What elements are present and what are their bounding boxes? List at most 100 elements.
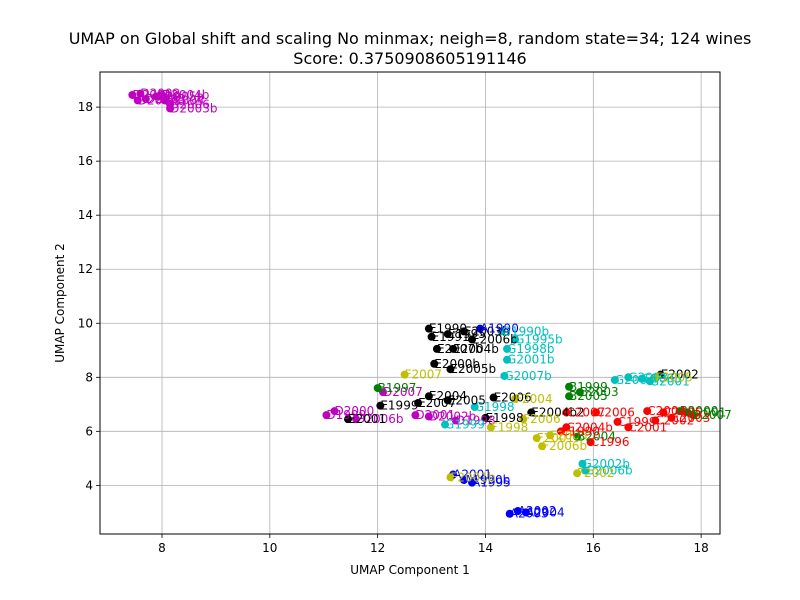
point-label: E2005b (450, 362, 496, 376)
y-tick-label: 10 (78, 316, 93, 330)
point-label: E2005 (448, 393, 486, 407)
scatter-point (481, 413, 490, 422)
scatter-point (565, 382, 574, 391)
scatter-point (500, 371, 509, 380)
chart-subtitle: Score: 0.3750908605191146 (293, 49, 526, 68)
scatter-point (651, 416, 660, 425)
scatter-point (158, 90, 166, 99)
scatter-point (352, 415, 361, 424)
point-label: D2003b (170, 101, 217, 115)
scatter-point (613, 417, 622, 426)
scatter-point (546, 431, 555, 440)
point-label: G2001b (507, 353, 554, 367)
point-label: B1997 (378, 381, 417, 395)
y-tick-label: 6 (85, 424, 93, 438)
x-tick-label: 18 (693, 541, 708, 555)
x-tick-label: 8 (158, 541, 166, 555)
scatter-point (133, 96, 142, 105)
scatter-point (424, 324, 433, 333)
scatter-point (651, 373, 660, 382)
scatter-point (449, 344, 458, 353)
scatter-point (141, 95, 150, 104)
point-label: C1999 (618, 415, 657, 429)
x-axis-label: UMAP Component 1 (350, 563, 470, 577)
point-label: G2006b (585, 464, 632, 478)
point-label: G1999 (445, 418, 485, 432)
scatter-point (128, 90, 137, 99)
scatter-point (659, 408, 668, 417)
point-label: C2004 (647, 404, 686, 418)
scatter-point (538, 442, 547, 451)
scatter-point (527, 408, 536, 417)
scatter-point (486, 423, 495, 432)
scatter-point (624, 373, 633, 382)
scatter-point (513, 507, 522, 516)
point-label: G1998 (475, 400, 515, 414)
scatter-point (521, 508, 530, 517)
scatter-point (503, 344, 512, 353)
point-label: D2004b (162, 88, 209, 102)
scatter-point (459, 475, 468, 484)
point-label: E2006 (494, 391, 532, 405)
chart-title: UMAP on Global shift and scaling No minm… (69, 29, 752, 48)
scatter-point (667, 413, 676, 422)
scatter-point (503, 355, 512, 364)
point-label: C1996 (591, 435, 630, 449)
x-tick-label: 16 (586, 541, 601, 555)
point-label: F2003 (550, 428, 587, 442)
y-tick-label: 16 (78, 154, 93, 168)
point-label: C2002 (655, 414, 694, 428)
scatter-point (443, 330, 452, 339)
point-label: G2004 (615, 373, 655, 387)
point-label: A2004 (526, 505, 565, 519)
point-label: E1990 (429, 322, 467, 336)
point-label: F2002 (577, 466, 614, 480)
scatter-point (497, 327, 506, 336)
y-tick-label: 4 (85, 478, 93, 492)
point-label: E2001 (348, 412, 386, 426)
point-label: E2007b (437, 342, 483, 356)
point-label: E1999 (380, 399, 418, 413)
point-label: D2004 (165, 93, 205, 107)
point-label: C2007 (566, 405, 605, 419)
scatter-point (675, 407, 684, 416)
scatter-point (468, 478, 476, 487)
point-label: C1990 (561, 424, 600, 438)
scatter-point (411, 411, 420, 420)
scatter-point (376, 401, 385, 410)
point-label: E1995 (448, 327, 486, 341)
scatter-point (511, 394, 520, 403)
scatter-point (468, 335, 476, 344)
axis-ticks: 8 10 12 14 16 18 4 6 8 10 12 14 16 18 (78, 100, 709, 555)
scatter-point (414, 398, 423, 407)
point-labels: D2001bD2002D2003D2005bD2004D2006D2007bD2… (132, 87, 731, 521)
point-label: E1991 (432, 330, 470, 344)
scatter-point (592, 408, 600, 417)
scatter-point (166, 104, 175, 113)
scatter-point (432, 344, 441, 353)
scatter-point (400, 370, 409, 379)
x-tick-label: 14 (478, 541, 493, 555)
point-label: G2002b (583, 457, 630, 471)
point-label: F2006 (523, 412, 560, 426)
point-label: G1998b (507, 342, 554, 356)
point-label: F2005 (655, 370, 692, 384)
point-label: C2005 (663, 405, 702, 419)
point-label: G2001 (650, 374, 690, 388)
point-label: D2006b (356, 412, 403, 426)
point-label: E2004b (453, 342, 499, 356)
scatter-point (459, 327, 468, 336)
point-label: A2002 (518, 504, 557, 518)
scatter-point (470, 403, 479, 412)
scatter-point (424, 392, 433, 401)
x-tick-label: 12 (370, 541, 385, 555)
y-tick-label: 12 (78, 262, 93, 276)
point-label: F2007 (405, 368, 442, 382)
scatter-point (430, 359, 439, 368)
scatter-point (573, 469, 582, 478)
point-label: B2007 (693, 408, 732, 422)
scatter-point (427, 332, 436, 341)
scatter-point (610, 376, 619, 384)
point-label: A2001 (453, 468, 492, 482)
point-label: A1990 (480, 322, 519, 336)
